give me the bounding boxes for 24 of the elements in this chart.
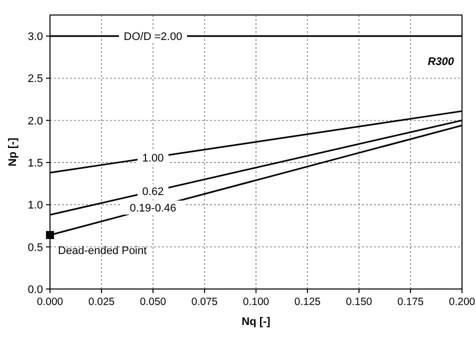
y-axis-title: Np [-] — [7, 137, 19, 166]
series-label: 0.19-0.46 — [130, 202, 176, 215]
x-tick-label: 0.025 — [88, 296, 115, 308]
y-tick-label: 1.0 — [28, 200, 43, 212]
x-tick-label: 0.075 — [191, 296, 218, 308]
y-tick-label: 0.0 — [28, 284, 43, 296]
x-tick-label: 0.100 — [242, 296, 270, 308]
series-label: DO/D =2.00 — [124, 31, 182, 44]
y-tick-label: 0.5 — [28, 242, 43, 254]
x-tick-label: 0.175 — [397, 296, 424, 308]
x-tick-label: 0.200 — [448, 296, 476, 308]
annotation: R300 — [428, 56, 455, 68]
y-tick-label: 1.5 — [28, 158, 43, 170]
x-tick-label: 0.000 — [36, 296, 64, 308]
series-label: 1.00 — [142, 152, 164, 164]
series-label: 0.62 — [142, 186, 164, 198]
y-tick-label: 2.0 — [28, 115, 43, 128]
x-tick-label: 0.125 — [294, 296, 321, 308]
x-axis-title: Nq [-] — [242, 316, 271, 328]
x-tick-label: 0.050 — [140, 296, 166, 308]
y-tick-label: 3.0 — [28, 31, 43, 44]
y-tick-label: 2.5 — [28, 73, 43, 86]
annotation: Dead-ended Point — [58, 245, 147, 258]
x-tick-label: 0.150 — [346, 296, 372, 308]
